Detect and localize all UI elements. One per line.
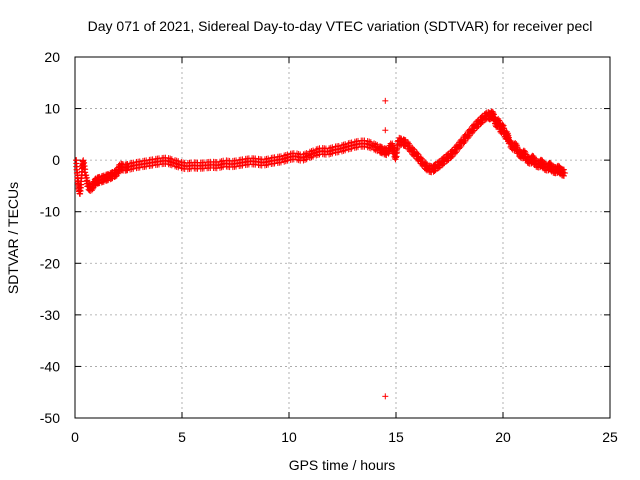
data-point	[239, 156, 246, 163]
data-point	[310, 147, 317, 154]
data-point	[501, 125, 508, 132]
data-point	[390, 144, 397, 151]
data-point	[414, 150, 421, 157]
data-point	[271, 154, 278, 161]
data-point	[329, 144, 336, 151]
x-tick-label: 15	[388, 429, 404, 445]
data-point	[130, 159, 137, 166]
data-point	[382, 97, 389, 104]
data-point	[530, 153, 537, 160]
data-point	[418, 155, 425, 162]
data-point	[348, 139, 355, 146]
y-tick-label: -20	[40, 255, 60, 271]
y-tick-label: 0	[52, 152, 60, 168]
y-tick-label: -10	[40, 204, 60, 220]
x-tick-label: 0	[71, 429, 79, 445]
x-tick-label: 5	[178, 429, 186, 445]
data-point	[108, 169, 115, 176]
data-point	[361, 137, 368, 144]
data-point	[505, 134, 512, 141]
data-marks-layer	[73, 97, 569, 400]
ticks-layer: 0 5 10 15 20 25 -50 -40 -30 -20 -10 0 10 20	[40, 49, 618, 445]
x-tick-label: 10	[281, 429, 297, 445]
data-point	[490, 110, 497, 117]
data-point	[149, 156, 156, 163]
data-point	[80, 157, 87, 164]
data-point	[422, 160, 429, 167]
data-point	[83, 172, 90, 179]
data-point	[382, 393, 389, 400]
x-axis-label: GPS time / hours	[289, 457, 396, 473]
data-point	[499, 121, 506, 128]
x-tick-label: 25	[602, 429, 618, 445]
data-point	[500, 122, 507, 129]
data-point	[175, 158, 182, 165]
plot-frame	[74, 56, 611, 419]
data-point	[303, 150, 310, 157]
data-point	[374, 141, 381, 148]
data-point	[82, 166, 89, 173]
data-point	[81, 163, 88, 170]
y-tick-label: 20	[44, 49, 60, 65]
data-point	[81, 159, 88, 166]
data-point	[490, 111, 497, 118]
grid-layer	[75, 57, 610, 418]
frame-layer	[74, 56, 611, 419]
data-point	[378, 143, 385, 150]
data-point	[410, 145, 417, 152]
data-point	[496, 117, 503, 124]
y-tick-label: -30	[40, 307, 60, 323]
data-point	[168, 156, 175, 163]
data-point	[284, 151, 291, 158]
y-tick-label: -40	[40, 358, 60, 374]
data-point	[84, 177, 91, 184]
y-tick-label: -50	[40, 410, 60, 426]
y-tick-label: 10	[44, 101, 60, 117]
data-point	[277, 153, 284, 160]
data-point	[73, 163, 80, 170]
y-axis-label: SDTVAR / TECUs	[5, 182, 21, 294]
x-tick-label: 20	[495, 429, 511, 445]
data-point	[489, 108, 496, 115]
data-point	[335, 142, 342, 149]
data-point	[136, 158, 143, 165]
chart-title: Day 071 of 2021, Sidereal Day-to-day VTE…	[88, 18, 593, 34]
data-point	[233, 157, 240, 164]
data-point	[382, 127, 389, 134]
data-point	[83, 174, 90, 181]
data-point	[265, 155, 272, 162]
data-point	[367, 139, 374, 146]
data-point	[560, 166, 567, 173]
data-point	[342, 141, 349, 148]
data-point	[143, 157, 150, 164]
